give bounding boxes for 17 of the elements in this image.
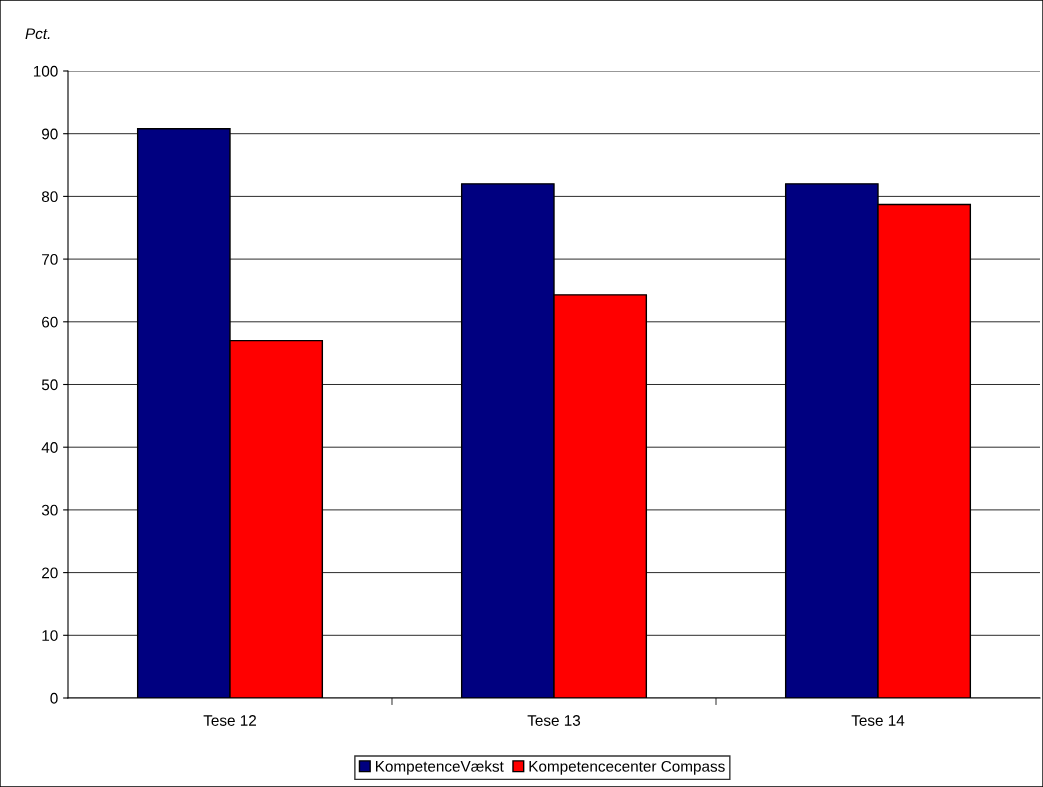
y-tick-label: 60 bbox=[42, 316, 58, 328]
y-tick-label: 20 bbox=[42, 567, 58, 579]
y-tick-label: 70 bbox=[42, 253, 58, 265]
y-tick-label: 80 bbox=[41, 191, 58, 203]
legend-label: KompetenceVækst bbox=[375, 760, 504, 775]
y-axis-title: Pct. bbox=[25, 28, 50, 40]
x-tick-label: Tese 12 bbox=[203, 715, 256, 726]
y-tick-label: 0 bbox=[50, 692, 58, 704]
y-tick-label: 50 bbox=[41, 379, 58, 391]
x-tick-label: Tese 14 bbox=[851, 715, 905, 726]
y-tick-label: 40 bbox=[41, 442, 58, 453]
y-tick-label: 90 bbox=[42, 128, 58, 140]
y-tick-label: 10 bbox=[42, 630, 58, 641]
y-tick-label: 30 bbox=[41, 504, 58, 516]
x-tick-label: Tese 13 bbox=[527, 715, 581, 726]
y-tick-label: 100 bbox=[33, 65, 58, 77]
legend-label: Kompetencecenter Compass bbox=[529, 760, 725, 775]
